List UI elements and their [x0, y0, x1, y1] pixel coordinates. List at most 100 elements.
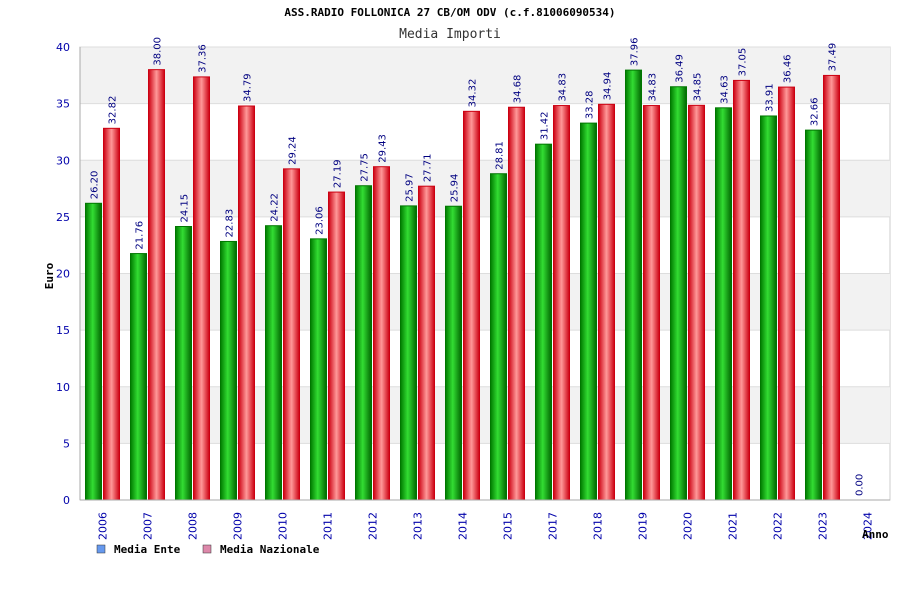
data-label: 37.96: [630, 37, 641, 66]
data-label: 34.32: [468, 79, 479, 108]
bar-media-ente: [355, 185, 372, 501]
bar-media-ente: [805, 129, 822, 501]
data-label: 27.19: [333, 159, 344, 188]
data-label: 0.00: [855, 474, 866, 496]
bar-media-ente: [760, 115, 777, 501]
x-axis-label: Anno: [862, 528, 889, 541]
grid-band: [80, 273, 890, 331]
bar-media-ente: [400, 205, 417, 501]
data-label: 38.00: [153, 37, 164, 66]
bar-media-ente: [535, 143, 552, 501]
bar-media-ente: [490, 173, 507, 501]
labels-layer: 26.20 32.82 21.76 38.00 24.15 37.36 22.83 34.79…: [90, 37, 866, 496]
x-tick-label: 2023: [817, 512, 830, 540]
x-tick-label: 2018: [592, 512, 605, 540]
x-tick-label: 2017: [547, 512, 560, 540]
data-label: 32.82: [108, 96, 119, 125]
bar-media-nazionale: [463, 110, 480, 501]
y-tick-label: 20: [56, 268, 70, 281]
data-label: 37.05: [738, 48, 749, 77]
data-label: 28.81: [495, 141, 506, 170]
grid-band: [80, 160, 890, 217]
legend-swatch-media-ente: [96, 544, 106, 554]
x-tick-label: 2022: [772, 512, 785, 540]
bar-media-nazionale: [688, 104, 705, 501]
bar-media-nazionale: [103, 127, 120, 501]
data-label: 27.75: [360, 153, 371, 182]
bar-media-nazionale: [823, 74, 840, 501]
bar-media-ente: [445, 205, 462, 501]
data-label: 31.42: [540, 112, 551, 141]
x-tick-label: 2010: [277, 512, 290, 540]
data-label: 29.24: [288, 136, 299, 165]
bar-media-nazionale: [373, 166, 390, 501]
axes-layer: 0 5 10 15 20 25 30 35 40 2006 2007 2008 2009 2010 2011…: [56, 41, 890, 540]
bar-media-ente: [220, 240, 237, 501]
data-label: 23.06: [315, 206, 326, 235]
data-label: 37.36: [198, 44, 209, 73]
x-tick-label: 2012: [367, 512, 380, 540]
y-tick-label: 5: [63, 437, 70, 450]
data-label: 24.15: [180, 194, 191, 223]
y-axis-label: Euro: [43, 262, 56, 289]
bar-media-nazionale: [643, 105, 660, 501]
bar-media-nazionale: [193, 76, 210, 501]
bar-media-ente: [580, 122, 597, 501]
bar-media-ente: [130, 253, 147, 501]
x-tick-label: 2013: [412, 512, 425, 540]
bar-media-nazionale: [778, 86, 795, 501]
bar-media-ente: [670, 86, 687, 501]
bar-media-nazionale: [283, 168, 300, 501]
x-tick-label: 2009: [232, 512, 245, 540]
data-label: 37.49: [828, 43, 839, 72]
y-tick-label: 0: [63, 494, 70, 507]
data-label: 21.76: [135, 221, 146, 250]
data-label: 34.63: [720, 75, 731, 104]
x-tick-label: 2019: [637, 512, 650, 540]
data-label: 36.49: [675, 54, 686, 83]
y-tick-label: 15: [56, 324, 70, 337]
bar-media-ente: [310, 238, 327, 501]
bar-media-nazionale: [238, 105, 255, 501]
data-label: 36.46: [783, 54, 794, 83]
y-tick-label: 30: [56, 154, 70, 167]
data-label: 34.83: [558, 73, 569, 102]
x-tick-label: 2008: [187, 512, 200, 540]
bar-media-nazionale: [508, 106, 525, 501]
data-label: 33.91: [765, 83, 776, 112]
x-tick-label: 2007: [142, 512, 155, 540]
data-label: 34.79: [243, 73, 254, 102]
bar-media-ente: [175, 226, 192, 501]
data-label: 34.68: [513, 75, 524, 104]
bar-media-nazionale: [553, 105, 570, 501]
data-label: 25.94: [450, 174, 461, 203]
grid-band: [80, 47, 890, 104]
bar-media-nazionale: [598, 103, 615, 501]
bar-media-nazionale: [148, 69, 165, 501]
bar-media-ente: [715, 107, 732, 501]
legend: Media Ente Media Nazionale: [96, 543, 320, 556]
legend-swatch-media-nazionale: [202, 544, 212, 554]
bar-media-ente: [625, 69, 642, 501]
bar-media-ente: [265, 225, 282, 501]
chart-title: ASS.RADIO FOLLONICA 27 CB/OM ODV (c.f.81…: [284, 6, 615, 19]
data-label: 34.83: [648, 73, 659, 102]
data-label: 24.22: [270, 193, 281, 222]
grid-layer: [79, 46, 891, 501]
x-tick-label: 2006: [97, 512, 110, 540]
x-tick-label: 2011: [322, 512, 335, 540]
bar-media-nazionale: [418, 185, 435, 501]
bars-layer: [85, 69, 840, 501]
bar-media-nazionale: [328, 191, 345, 501]
data-label: 33.28: [585, 90, 596, 119]
y-tick-label: 25: [56, 211, 70, 224]
x-tick-label: 2014: [457, 512, 470, 540]
y-tick-label: 35: [56, 98, 70, 111]
legend-label-media-nazionale: Media Nazionale: [220, 543, 320, 556]
y-tick-label: 40: [56, 41, 70, 54]
x-tick-label: 2015: [502, 512, 515, 540]
bar-media-ente: [85, 202, 102, 501]
data-label: 26.20: [90, 171, 101, 200]
